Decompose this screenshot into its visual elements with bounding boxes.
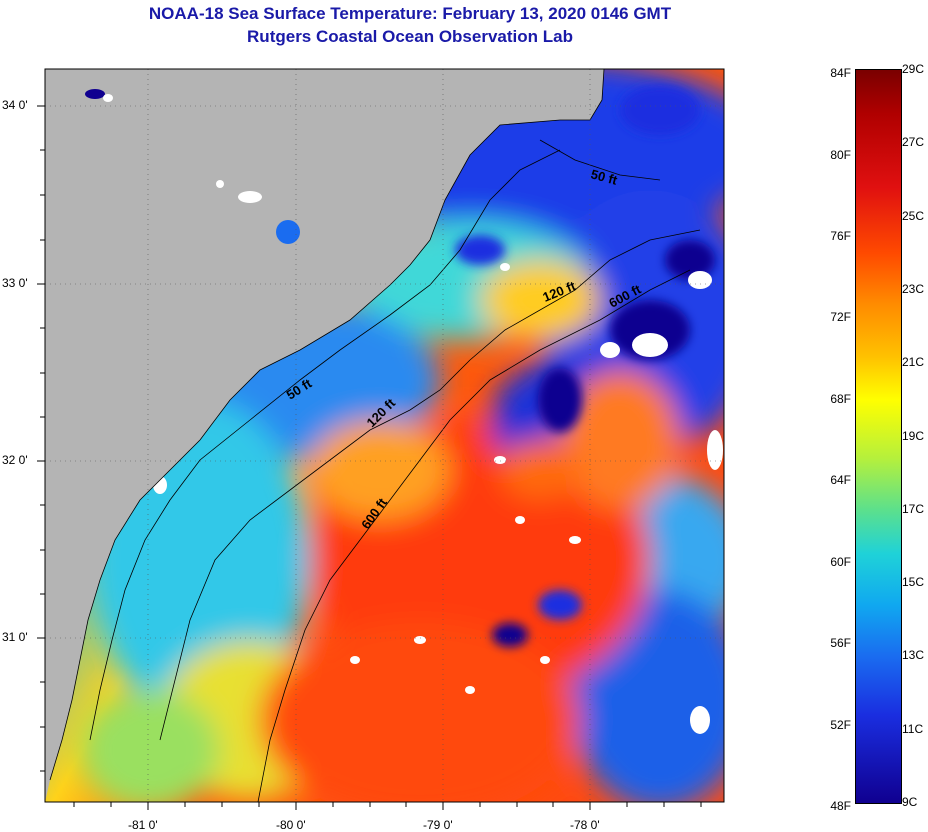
colorbar-c-label: 13C: [902, 648, 925, 663]
lon-label-78: -78 0': [570, 818, 600, 832]
cold-patches: [455, 85, 715, 647]
colorbar-f-label: 76F: [830, 228, 851, 243]
colorbar-c-label: 25C: [902, 208, 925, 223]
colorbar-c-label: 21C: [902, 355, 925, 370]
colorbar-f-label: 52F: [830, 717, 851, 732]
axis-ticks: [37, 105, 702, 810]
lat-label-31: 31 0': [2, 630, 28, 644]
lat-label-33: 33 0': [2, 276, 28, 290]
colorbar-f-label: 56F: [830, 636, 851, 651]
colorbar-f-label: 84F: [830, 66, 851, 81]
cloud-mask: [153, 263, 723, 734]
colorbar-f-label: 64F: [830, 473, 851, 488]
lon-label-79: -79 0': [423, 818, 453, 832]
colorbar-f-label: 48F: [830, 799, 851, 814]
contour-label-50ft-north: 50 ft: [589, 166, 619, 188]
colorbar-c-label: 27C: [902, 135, 925, 150]
colorbar-c-label: 29C: [902, 62, 925, 76]
map-frame: [44, 68, 725, 803]
colorbar-f-label: 68F: [830, 391, 851, 406]
map-subtitle: Rutgers Coastal Ocean Observation Lab: [247, 27, 573, 46]
colorbar-c-label: 9C: [902, 795, 918, 809]
lon-label-80: -80 0': [276, 818, 306, 832]
map-plot-area: 50 ft 120 ft 600 ft 50 ft 120 ft 600 ft: [45, 69, 724, 802]
coastline: [49, 69, 605, 781]
lon-label-81: -81 0': [128, 818, 158, 832]
land-area: [45, 69, 604, 802]
colorbar-c-label: 17C: [902, 501, 925, 516]
colorbar-c-label: 11C: [902, 721, 924, 736]
contour-120ft: [159, 229, 701, 741]
colorbar-f-label: 80F: [830, 147, 851, 162]
contour-50ft: [89, 139, 661, 741]
inland-lakes: [85, 89, 300, 244]
lat-label-34: 34 0': [2, 98, 28, 112]
temperature-colorbar: [855, 69, 902, 804]
graticule: [45, 69, 724, 802]
colorbar-c-label: 15C: [902, 575, 925, 590]
colorbar-c-label: 19C: [902, 428, 925, 443]
lat-label-32: 32 0': [2, 453, 28, 467]
map-title: NOAA-18 Sea Surface Temperature: Februar…: [148, 4, 672, 23]
colorbar-c-label: 23C: [902, 281, 925, 296]
colorbar-f-label: 60F: [830, 554, 851, 569]
colorbar-f-label: 72F: [830, 310, 851, 325]
